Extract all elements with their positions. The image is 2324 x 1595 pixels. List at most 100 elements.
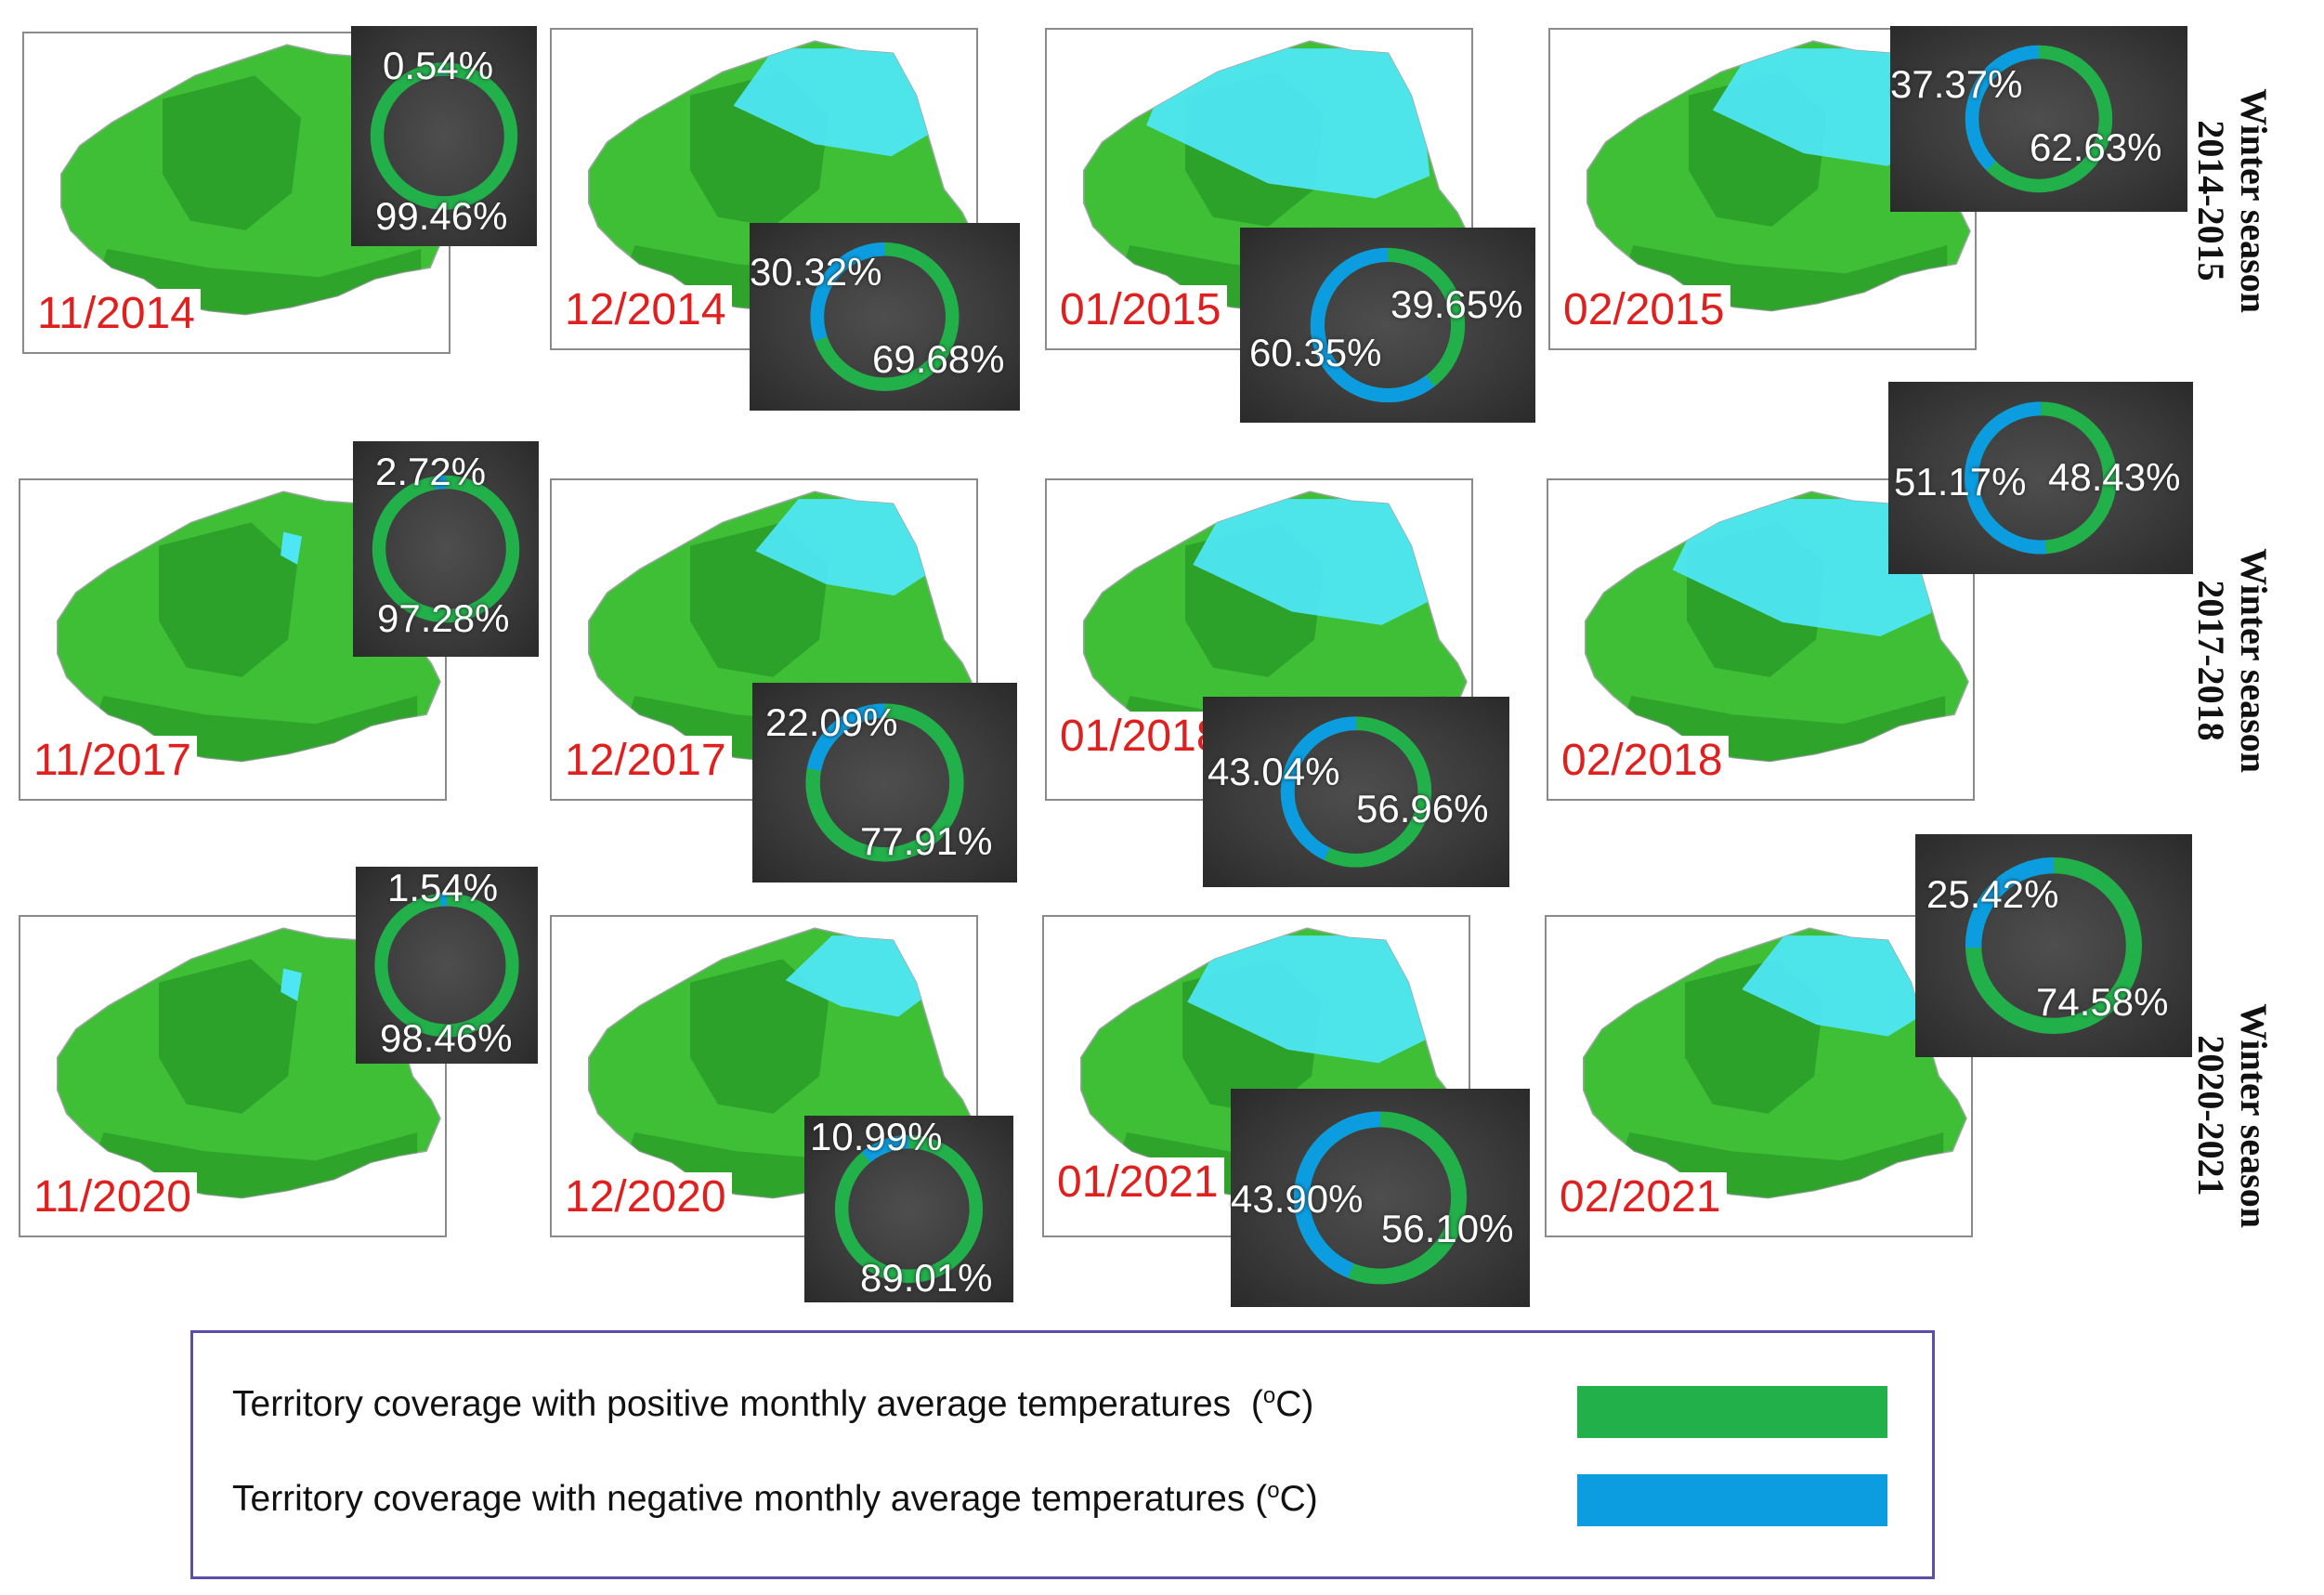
positive-percent: 62.63%	[2030, 125, 2162, 169]
snow-cover-area	[1146, 48, 1430, 199]
negative-percent: 30.32%	[750, 250, 882, 294]
snow-cover-area	[281, 968, 303, 1001]
snow-cover-area	[1193, 499, 1430, 625]
snow-cover-area	[281, 531, 303, 565]
negative-arc	[1310, 247, 1466, 403]
positive-percent: 48.43%	[2048, 455, 2181, 499]
donut-chart: 60.35% 39.65%	[1240, 228, 1535, 423]
donut-ring	[370, 62, 518, 210]
positive-percent: 74.58%	[2036, 980, 2169, 1024]
positive-percent: 97.28%	[377, 596, 510, 640]
season-title: Winter season	[2233, 88, 2275, 313]
carpathian-region	[163, 75, 302, 230]
positive-percent: 69.68%	[872, 337, 1005, 381]
month-label: 12/2020	[559, 1172, 732, 1222]
negative-percent: 43.04%	[1208, 750, 1340, 793]
donut-chart: 2.72% 97.28%	[353, 441, 539, 657]
donut-chart: 30.32% 69.68%	[750, 223, 1020, 411]
snow-cover-area	[1672, 499, 1932, 636]
snow-cover-area	[1742, 935, 1930, 1037]
map-panel: 11/2017	[19, 478, 447, 801]
negative-arc	[1280, 716, 1432, 868]
unit-label: C	[1279, 1479, 1306, 1519]
carpathian-region	[159, 522, 298, 677]
negative-percent: 25.42%	[1926, 872, 2059, 916]
carpathian-region	[690, 959, 829, 1114]
month-label: 01/2018	[1054, 712, 1227, 762]
month-label: 02/2018	[1556, 736, 1729, 786]
month-label: 11/2017	[28, 736, 197, 786]
carpathian-region	[159, 959, 298, 1114]
legend-negative-text: Territory coverage with negative monthly…	[232, 1478, 1318, 1519]
donut-ring	[1965, 45, 2113, 193]
season-label: Winter season 2014-2015	[2189, 43, 2275, 359]
donut-chart: 43.04% 56.96%	[1203, 697, 1509, 887]
snow-cover-area	[785, 935, 935, 1017]
negative-percent: 0.54%	[383, 44, 494, 87]
legend-positive-label: Territory coverage with positive monthly…	[232, 1384, 1232, 1424]
negative-percent: 60.35%	[1249, 331, 1382, 374]
negative-percent: 2.72%	[375, 450, 487, 493]
season-years: 2020-2021	[2190, 1035, 2232, 1196]
degree-sign: o	[1267, 1478, 1280, 1503]
negative-percent: 22.09%	[765, 700, 898, 744]
season-title: Winter season	[2233, 1003, 2275, 1228]
positive-arc	[370, 62, 518, 210]
negative-arc	[1965, 45, 2113, 193]
donut-ring	[1310, 247, 1466, 403]
donut-chart: 51.17% 48.43%	[1888, 382, 2193, 574]
unit-label: C	[1275, 1384, 1302, 1424]
month-label: 11/2014	[32, 289, 201, 339]
negative-percent: 43.90%	[1231, 1177, 1364, 1221]
season-title: Winter season	[2233, 548, 2275, 773]
snow-cover-area	[1712, 48, 1934, 166]
legend-negative-swatch	[1577, 1474, 1887, 1526]
season-years: 2017-2018	[2190, 580, 2232, 741]
season-label: Winter season 2017-2018	[2189, 503, 2275, 818]
positive-percent: 39.65%	[1390, 282, 1523, 326]
donut-ring	[1965, 401, 2117, 555]
negative-percent: 1.54%	[387, 866, 499, 909]
negative-percent: 10.99%	[810, 1115, 943, 1158]
positive-percent: 56.96%	[1356, 787, 1489, 830]
donut-ring	[805, 703, 964, 862]
donut-chart: 0.54% 99.46%	[351, 26, 537, 246]
legend-positive-swatch	[1577, 1386, 1887, 1438]
degree-sign: o	[1262, 1383, 1276, 1408]
snow-cover-area	[1187, 935, 1428, 1064]
map-panel: 02/2021	[1545, 915, 1973, 1237]
donut-chart: 10.99% 89.01%	[804, 1116, 1013, 1302]
positive-arc	[372, 475, 520, 623]
positive-percent: 77.91%	[860, 819, 993, 863]
snow-cover-area	[733, 48, 935, 157]
month-label: 01/2021	[1051, 1157, 1224, 1208]
positive-percent: 89.01%	[860, 1256, 993, 1300]
positive-percent: 56.10%	[1381, 1207, 1514, 1250]
donut-ring	[834, 1134, 984, 1284]
donut-chart: 25.42% 74.58%	[1915, 834, 2192, 1057]
donut-ring	[374, 893, 519, 1038]
donut-chart: 37.37% 62.63%	[1890, 26, 2187, 212]
donut-ring	[1293, 1111, 1468, 1285]
legend-negative-label: Territory coverage with negative monthly…	[232, 1479, 1246, 1519]
negative-arc	[834, 1134, 984, 1284]
negative-percent: 51.17%	[1894, 460, 2027, 503]
month-label: 02/2015	[1558, 285, 1730, 335]
legend: Territory coverage with positive monthly…	[190, 1330, 1935, 1579]
month-label: 11/2020	[28, 1172, 197, 1222]
donut-chart: 1.54% 98.46%	[356, 867, 538, 1064]
donut-chart: 43.90% 56.10%	[1231, 1089, 1530, 1307]
donut-ring	[1965, 856, 2143, 1035]
month-label: 01/2015	[1054, 285, 1227, 335]
donut-ring	[372, 475, 520, 623]
positive-arc	[374, 893, 519, 1038]
month-label: 12/2014	[559, 285, 732, 335]
positive-percent: 99.46%	[375, 194, 508, 238]
positive-percent: 98.46%	[380, 1016, 513, 1060]
legend-positive-text: Territory coverage with positive monthly…	[232, 1383, 1314, 1424]
negative-arc	[374, 893, 519, 1038]
snow-cover-area	[755, 499, 935, 596]
month-label: 02/2021	[1554, 1172, 1727, 1222]
negative-arc	[810, 242, 960, 391]
season-label: Winter season 2020-2021	[2189, 958, 2275, 1274]
